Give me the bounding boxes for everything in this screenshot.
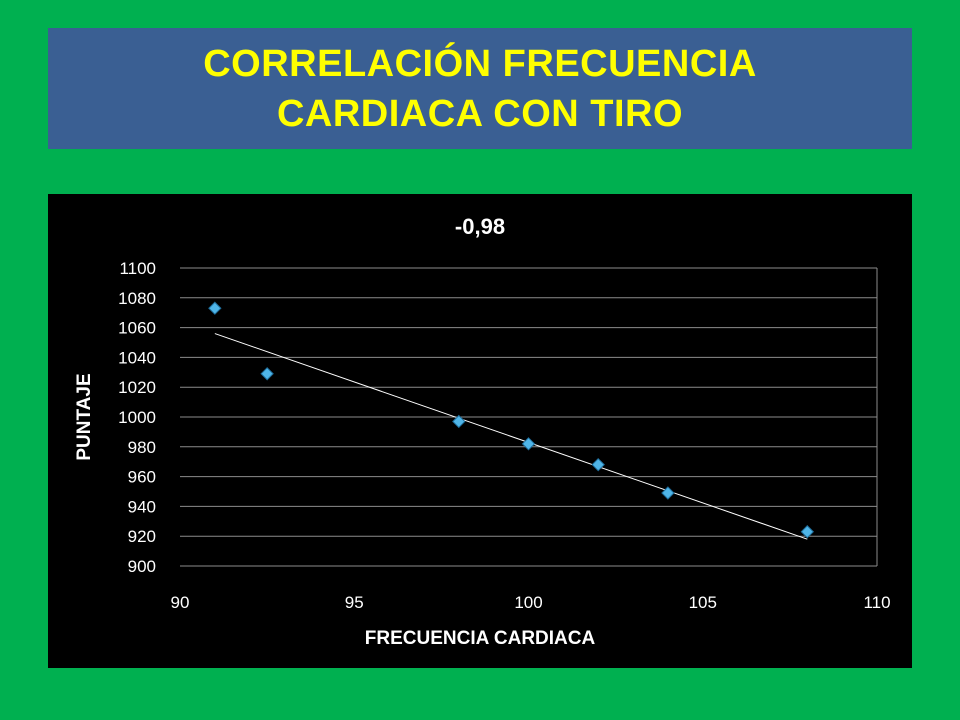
y-tick-label: 980 — [128, 438, 156, 457]
slide-title-line-2: CARDIACA CON TIRO — [276, 92, 684, 135]
y-tick-label: 1080 — [118, 289, 156, 308]
data-point — [260, 367, 274, 381]
y-tick-label: 960 — [128, 468, 156, 487]
y-tick-label: 900 — [128, 557, 156, 576]
data-points — [208, 301, 815, 539]
chart-title: -0,98 — [455, 214, 505, 239]
data-point — [452, 414, 466, 429]
y-tick-label: 920 — [128, 527, 156, 546]
y-tick-label: 1040 — [118, 348, 156, 367]
x-tick-label: 95 — [345, 593, 364, 612]
data-point — [661, 486, 675, 500]
y-tick-label: 1020 — [118, 378, 156, 397]
y-tick-labels: 900 920 940 960 980 1000 1020 1040 1060 1080 1100 — [118, 259, 156, 576]
trendline-group — [214, 333, 808, 540]
chart-canvas: 900920940960980100010201040106010801100 … — [74, 214, 891, 649]
x-tick-labels: 90 95 100 105 110 — [171, 593, 891, 612]
gridlines — [180, 267, 878, 567]
x-tick-label: 110 — [863, 593, 890, 612]
x-tick-label: 100 — [514, 593, 542, 612]
slide-title-line-1: CORRELACIÓN FRECUENCIA — [203, 42, 757, 85]
x-tick-label: 90 — [171, 593, 190, 612]
data-point — [800, 525, 815, 539]
slide-title-box: CORRELACIÓN FRECUENCIA CARDIACA CON TIRO — [48, 28, 912, 149]
data-point — [208, 301, 222, 315]
trendline — [214, 333, 808, 540]
y-tick-label: 1060 — [118, 319, 156, 338]
scatter-chart: 900 920 940 960 980 1000 1020 1040 1060 1080 1100 … — [48, 194, 912, 668]
y-axis-title: PUNTAJE — [74, 373, 95, 460]
y-tick-label: 1100 — [119, 259, 156, 278]
x-axis-title: FRECUENCIA CARDIACA — [365, 628, 596, 649]
data-point — [591, 457, 605, 472]
y-tick-label: 1000 — [118, 408, 156, 427]
x-tick-label: 105 — [689, 593, 717, 612]
y-tick-label: 940 — [128, 497, 156, 516]
data-point — [521, 437, 536, 451]
